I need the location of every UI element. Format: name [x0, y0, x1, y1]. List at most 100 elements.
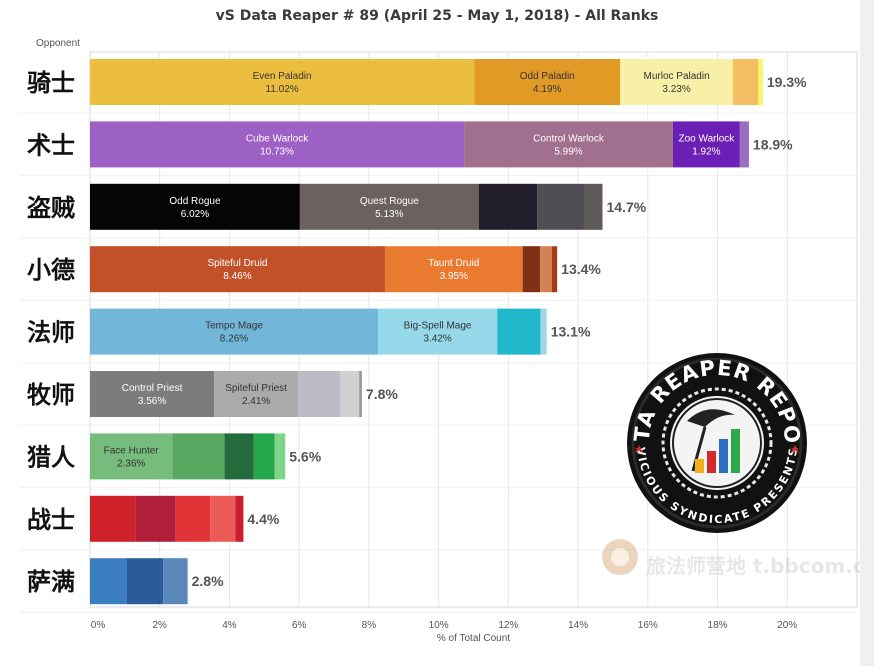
- bar-segment[interactable]: [359, 371, 362, 417]
- bar-segment[interactable]: [298, 371, 340, 417]
- bar-segment[interactable]: [90, 246, 385, 293]
- bar-segment[interactable]: [384, 246, 523, 293]
- x-tick-label: 4%: [222, 620, 237, 631]
- bar-segment[interactable]: [253, 433, 275, 480]
- category-label: 法师: [27, 319, 75, 347]
- segment-name-label: Murloc Paladin: [644, 71, 710, 82]
- segment-value-label: 3.95%: [440, 271, 468, 282]
- segment-name-label: Face Hunter: [104, 445, 160, 456]
- bar-segment[interactable]: [90, 308, 378, 355]
- segment-value-label: 3.42%: [423, 334, 451, 345]
- bar-segment[interactable]: [175, 495, 211, 542]
- bar-segment[interactable]: [126, 558, 164, 605]
- bar-segment[interactable]: [620, 59, 733, 105]
- bar-segment[interactable]: [497, 308, 541, 355]
- x-tick-label: 16%: [638, 620, 658, 631]
- bar-segment[interactable]: [522, 246, 541, 293]
- bar-segment[interactable]: [90, 121, 465, 168]
- segment-value-label: 5.99%: [554, 146, 582, 157]
- bar-segment[interactable]: [478, 183, 538, 230]
- segment-value-label: 10.73%: [260, 146, 294, 157]
- segment-name-label: Even Paladin: [253, 71, 312, 82]
- bar-segment[interactable]: [739, 121, 749, 168]
- bar-segment[interactable]: [584, 183, 603, 230]
- segment-value-label: 3.56%: [138, 396, 166, 407]
- segment-name-label: Tempo Mage: [205, 321, 263, 332]
- x-axis-label: % of Total Count: [436, 633, 511, 644]
- bar-segment[interactable]: [90, 433, 173, 480]
- bar-segment[interactable]: [163, 558, 188, 605]
- bar-segment[interactable]: [474, 59, 621, 105]
- bar-segment[interactable]: [540, 308, 547, 355]
- bar-segment[interactable]: [299, 183, 479, 230]
- bar-segment[interactable]: [90, 183, 300, 230]
- bar-segment[interactable]: [732, 59, 758, 105]
- bar-segment[interactable]: [537, 183, 585, 230]
- category-label: 术士: [27, 131, 75, 159]
- x-tick-label: 6%: [292, 620, 307, 631]
- bar-segment[interactable]: [210, 495, 236, 542]
- bar-segment[interactable]: [135, 495, 176, 542]
- category-label: 猎人: [27, 443, 75, 471]
- bar-total-label: 5.6%: [289, 448, 321, 464]
- bar-total-label: 14.7%: [606, 199, 646, 215]
- segment-value-label: 11.02%: [266, 84, 299, 95]
- bar-segment[interactable]: [672, 121, 740, 168]
- segment-name-label: Quest Rogue: [360, 196, 419, 207]
- x-tick-label: 0%: [91, 620, 106, 631]
- bar-segment[interactable]: [377, 308, 498, 355]
- bar-segment[interactable]: [90, 371, 215, 417]
- segment-name-label: Spiteful Priest: [225, 383, 287, 394]
- segment-name-label: Zoo Warlock: [679, 133, 736, 144]
- x-tick-label: 10%: [429, 620, 449, 631]
- x-tick-label: 20%: [777, 620, 797, 631]
- site-watermark: 旅法师营地 t.bbcom.com: [602, 539, 860, 578]
- bar-segment[interactable]: [757, 59, 763, 105]
- category-label: 盗贼: [27, 194, 75, 222]
- bar-segment[interactable]: [551, 246, 558, 293]
- bar-total-label: 13.4%: [561, 261, 601, 277]
- segment-value-label: 1.92%: [692, 146, 720, 157]
- segment-name-label: Cube Warlock: [246, 133, 309, 144]
- chart-title: vS Data Reaper # 89 (April 25 - May 1, 2…: [215, 8, 659, 24]
- x-tick-label: 14%: [568, 620, 588, 631]
- x-tick-label: 18%: [708, 620, 728, 631]
- vertical-scrollbar[interactable]: [860, 0, 874, 666]
- category-label: 骑士: [27, 69, 75, 97]
- segment-name-label: Control Priest: [122, 383, 183, 394]
- x-tick-label: 2%: [153, 620, 168, 631]
- segment-value-label: 8.26%: [220, 334, 248, 345]
- row-header-label: Opponent: [36, 38, 80, 49]
- segment-value-label: 5.13%: [375, 209, 403, 220]
- bar-segment[interactable]: [224, 433, 254, 480]
- segment-value-label: 2.36%: [117, 458, 145, 469]
- data-reaper-report-logo: DATA REAPER REPORT VICIOUS SYNDICATE PRE…: [627, 353, 807, 533]
- bar-segment[interactable]: [339, 371, 360, 417]
- segment-name-label: Odd Paladin: [520, 71, 575, 82]
- bar-segment[interactable]: [540, 246, 552, 293]
- segment-name-label: Spiteful Druid: [207, 258, 267, 269]
- segment-name-label: Taunt Druid: [428, 258, 479, 269]
- bar-segment[interactable]: [90, 495, 136, 542]
- category-label: 小德: [27, 256, 75, 284]
- segment-value-label: 6.02%: [181, 209, 209, 220]
- bar-total-label: 7.8%: [366, 386, 398, 402]
- bar-total-label: 19.3%: [767, 74, 807, 90]
- bar-segment[interactable]: [235, 495, 244, 542]
- bar-segment[interactable]: [464, 121, 673, 168]
- bar-total-label: 4.4%: [247, 511, 279, 527]
- x-axis-ticks: 0% 2% 4% 6% 8% 10% 12% 14% 16% 18% 20%: [91, 620, 798, 631]
- segment-value-label: 8.46%: [223, 271, 251, 282]
- segment-name-label: Big-Spell Mage: [404, 321, 472, 332]
- bar-total-label: 2.8%: [192, 573, 224, 589]
- bar-total-label: 18.9%: [753, 136, 793, 152]
- segment-name-label: Odd Rogue: [169, 196, 221, 207]
- x-tick-label: 8%: [362, 620, 377, 631]
- bar-segment[interactable]: [214, 371, 299, 417]
- bar-segment[interactable]: [274, 433, 286, 480]
- bar-segment[interactable]: [90, 59, 475, 105]
- bar-segment[interactable]: [90, 558, 127, 605]
- bar-segment[interactable]: [172, 433, 225, 480]
